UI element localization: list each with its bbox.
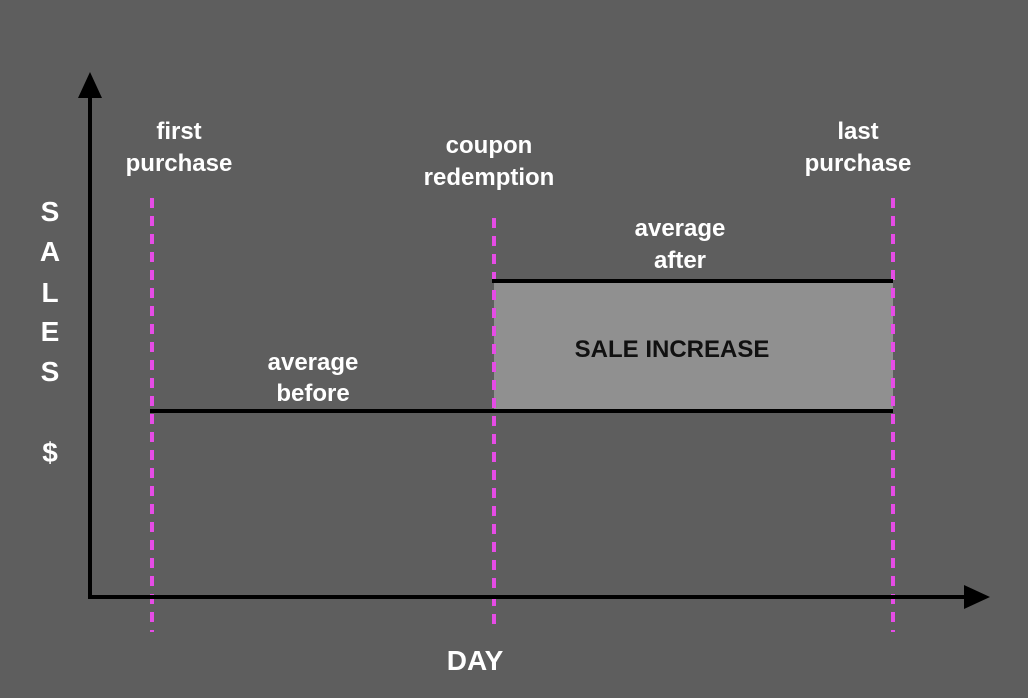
first-purchase-label-line2: purchase — [126, 150, 233, 177]
average-before-label-line2: before — [276, 380, 349, 407]
average-after-label-line2: after — [654, 247, 706, 274]
y-axis-letter: L — [41, 277, 58, 308]
average-before-label-line1: average — [268, 349, 359, 376]
y-axis-letter: E — [41, 316, 60, 347]
last-purchase-label-line2: purchase — [805, 150, 912, 177]
sale-increase-area — [494, 281, 893, 411]
sale-increase-label: SALE INCREASE — [575, 336, 770, 363]
y-axis-unit: $ — [42, 437, 58, 468]
x-axis-arrowhead — [964, 585, 990, 609]
y-axis-letter: A — [40, 236, 60, 267]
first-purchase-label-line1: first — [156, 118, 201, 145]
y-axis-letter: S — [41, 356, 60, 387]
y-axis-arrowhead — [78, 72, 102, 98]
coupon-redemption-label-line2: redemption — [424, 164, 555, 191]
coupon-redemption-label-line1: coupon — [446, 132, 533, 159]
y-axis-letter: S — [41, 196, 60, 227]
x-axis-title: DAY — [447, 645, 504, 676]
average-after-label-line1: average — [635, 215, 726, 242]
last-purchase-label-line1: last — [837, 118, 878, 145]
